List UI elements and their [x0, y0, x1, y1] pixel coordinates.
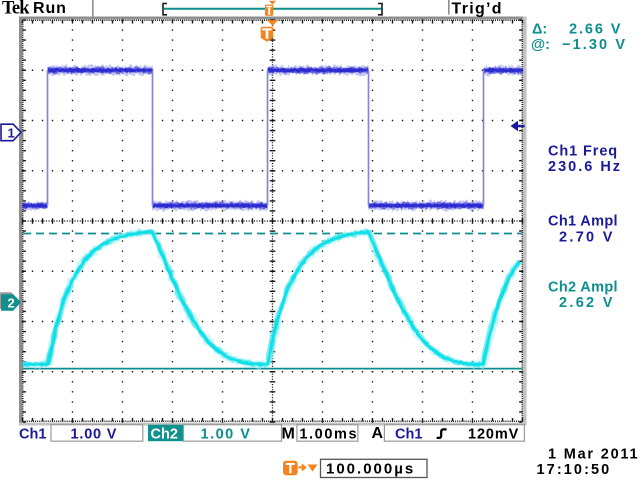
svg-text:Tek: Tek — [2, 0, 30, 19]
svg-text:1.00ms: 1.00ms — [299, 427, 358, 443]
svg-text:Ch2 Ampl: Ch2 Ampl — [548, 279, 618, 295]
svg-text:1.00 V: 1.00 V — [201, 427, 252, 443]
svg-text:Ch1: Ch1 — [19, 427, 46, 443]
svg-text:1 Mar 2011: 1 Mar 2011 — [548, 447, 639, 463]
svg-text:Ch1 Ampl: Ch1 Ampl — [548, 214, 618, 230]
svg-text:−1.30 V: −1.30 V — [562, 37, 627, 53]
svg-text:M: M — [282, 426, 295, 443]
svg-text:Trig’d: Trig’d — [452, 1, 503, 18]
svg-text:230.6 Hz: 230.6 Hz — [548, 159, 622, 175]
svg-text:1: 1 — [8, 126, 15, 141]
svg-text:Ch1 Freq: Ch1 Freq — [548, 143, 618, 159]
svg-text:Run: Run — [33, 0, 67, 17]
svg-text:@:: @: — [531, 37, 550, 53]
svg-text:2: 2 — [8, 296, 15, 311]
svg-text:A: A — [372, 425, 384, 442]
svg-text:17:10:50: 17:10:50 — [537, 462, 612, 478]
svg-text:1.00 V: 1.00 V — [71, 427, 118, 443]
svg-text:100.000µs: 100.000µs — [326, 460, 415, 477]
svg-text:2.66 V: 2.66 V — [569, 21, 622, 37]
svg-text:2.62 V: 2.62 V — [559, 295, 615, 311]
svg-text:Ch2: Ch2 — [151, 427, 178, 443]
svg-text:120mV: 120mV — [468, 427, 519, 443]
svg-text:Δ:: Δ: — [532, 21, 547, 37]
svg-text:2.70 V: 2.70 V — [559, 230, 615, 246]
svg-text:Ch1: Ch1 — [395, 427, 422, 443]
